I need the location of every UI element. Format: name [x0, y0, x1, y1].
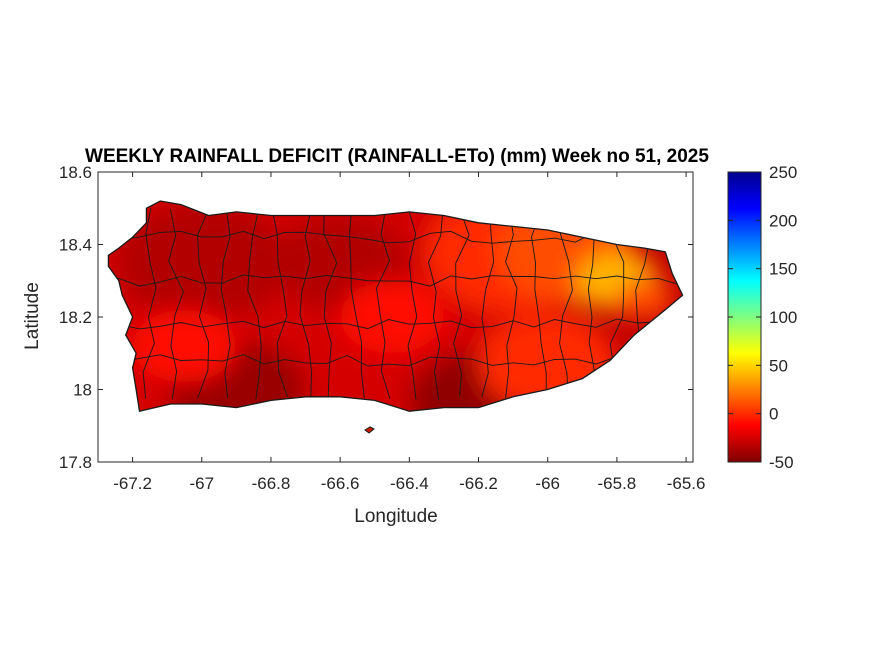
value-region-11	[616, 279, 673, 319]
y-axis-label: Latitude	[22, 282, 43, 350]
boundary-line-v5	[271, 208, 288, 398]
y-tick-label: 18.2	[59, 308, 92, 327]
y-tick-label: 18.6	[59, 163, 92, 182]
island-coastline	[107, 200, 684, 412]
x-tick-label: -65.6	[667, 474, 706, 493]
colorbar-tick-label: 0	[769, 405, 778, 424]
municipality-boundaries	[108, 206, 680, 401]
boundary-line-h0	[108, 230, 680, 244]
boundary-line-v8	[349, 209, 365, 398]
y-axis: 17.8 18 18.2 18.4 18.6	[59, 163, 693, 472]
boundary-line-v15	[531, 206, 547, 399]
colorbar-tick-label: -50	[769, 453, 794, 472]
boundary-line-v16	[559, 209, 573, 400]
boundary-line-v7	[323, 206, 338, 398]
boundary-line-v10	[407, 208, 418, 400]
caja-de-muertos-island	[364, 426, 375, 434]
chart-title: WEEKLY RAINFALL DEFICIT (RAINFALL-ETo) (…	[85, 146, 709, 167]
x-tick-label: -67.2	[113, 474, 152, 493]
boundary-line-v6	[299, 207, 312, 398]
colorbar-ticks: -50 0 50 100 150 200 250	[728, 163, 797, 472]
colorbar-tick-label: 50	[769, 356, 788, 375]
deficit-field	[108, 201, 683, 412]
colorbar-tick-label: 200	[769, 211, 797, 230]
x-axis-label: Longitude	[354, 506, 437, 527]
x-tick-label: -65.8	[598, 474, 637, 493]
boundary-line-v11	[428, 208, 444, 401]
boundary-line-v1	[168, 208, 184, 400]
boundary-line-h1	[108, 274, 680, 287]
x-tick-label: -67	[189, 474, 214, 493]
colorbar-tick-label: 150	[769, 260, 797, 279]
boundary-line-v2	[197, 206, 210, 399]
value-region-9	[340, 280, 444, 354]
colorbar-tick-label: 100	[769, 308, 797, 327]
x-tick-label: -66.4	[390, 474, 429, 493]
boundary-line-v9	[376, 209, 391, 399]
colorbar	[727, 171, 762, 463]
y-tick-label: 18.4	[59, 236, 92, 255]
x-tick-label: -66.6	[321, 474, 360, 493]
boundary-line-v4	[247, 207, 262, 400]
boundary-line-v0	[142, 208, 157, 399]
boundary-line-v12	[453, 206, 470, 397]
boundary-line-h3	[108, 354, 680, 367]
boundary-line-v13	[481, 206, 495, 398]
boundary-line-h2	[108, 317, 680, 330]
x-tick-label: -66.8	[252, 474, 291, 493]
colorbar-tick-label: 250	[769, 163, 797, 182]
x-axis: -67.2 -67 -66.8 -66.6 -66.4 -66.2 -66 -65.8 -65.…	[113, 172, 705, 493]
x-tick-label: -66.2	[459, 474, 498, 493]
y-tick-label: 17.8	[59, 453, 92, 472]
value-region-10	[132, 309, 237, 383]
y-tick-label: 18	[73, 381, 92, 400]
boundary-line-v14	[505, 208, 518, 399]
boundary-line-v3	[220, 208, 231, 399]
x-tick-label: -66	[535, 474, 560, 493]
